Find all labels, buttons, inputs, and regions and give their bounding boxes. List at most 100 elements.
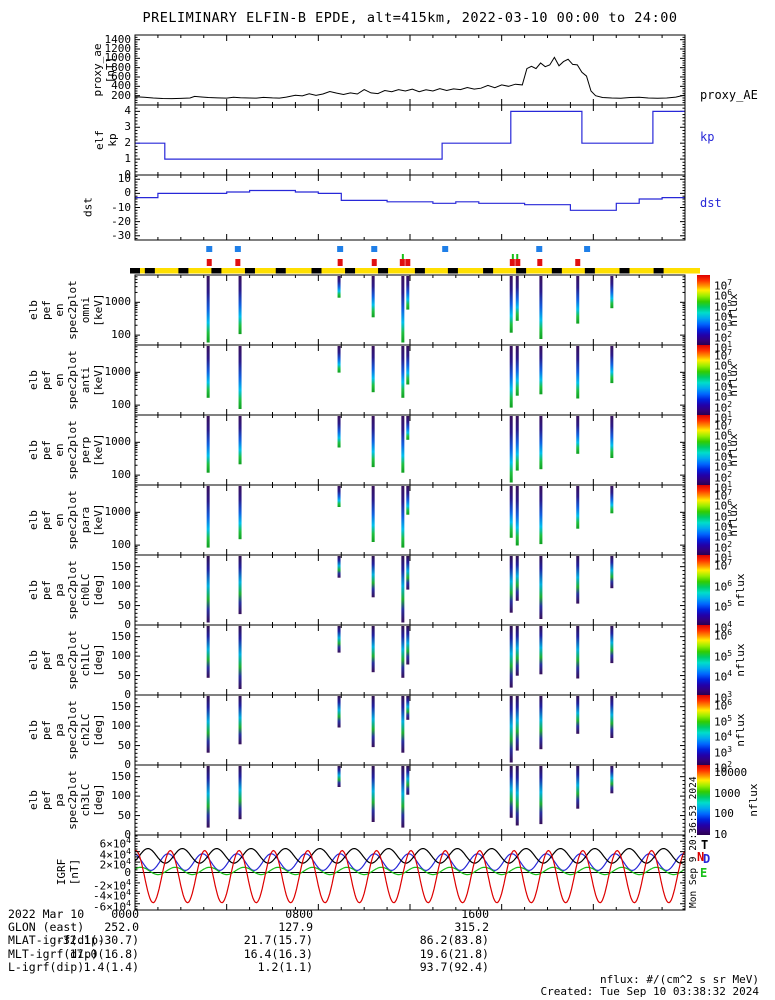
colorbar-tick-label: 102 (714, 760, 733, 775)
footer-value-mlt-2: 19.6(21.8) (419, 946, 489, 961)
igrf-legend-D: D (703, 852, 711, 866)
colorbar-tick-label: 101 (714, 410, 733, 425)
footer-label-glon: GLON (east) (8, 920, 85, 935)
colorbar-tick-label: 106 (714, 628, 733, 643)
colorbar-tick-label: 107 (714, 558, 733, 573)
footer-value-mlat-1: 21.7(15.7) (243, 933, 313, 948)
footer-value-date-0: 0000 (111, 907, 139, 921)
credits-block: nflux: #/(cm^2 s sr MeV) Created: Tue Se… (540, 974, 759, 997)
colorbar-tick-label: 105 (714, 599, 733, 614)
spectro-tick-label: 50 (117, 598, 131, 612)
dst-tick-label: 10 (117, 172, 131, 186)
colorbar-unit-label: nflux (734, 573, 747, 606)
spectro-tick-label: 150 (111, 559, 131, 573)
colorbar-unit-label: nflux (727, 293, 740, 326)
spectro-tick-label: 150 (111, 629, 131, 643)
footer-label-mlat: MLAT-igrf(dip) (8, 933, 105, 948)
spectro-tick-label: 100 (111, 719, 131, 733)
colorbar-tick-label: 104 (714, 519, 733, 534)
footer-value-date-2: 1600 (461, 907, 489, 921)
igrf-tick-label: -4×104 (93, 888, 131, 903)
proxy-ae-tick-label: 1400 (104, 32, 132, 46)
colorbar-tick-label: 107 (714, 418, 733, 433)
spectro-panel-ch2LC (134, 694, 686, 766)
colorbar-tick-label: 10 (714, 828, 728, 841)
spectro-tick-label: 0 (124, 828, 131, 841)
event-markers (206, 246, 591, 266)
footer-label-mlt: MLT-igrf(dip) (8, 946, 99, 961)
footer-value-mlt-1: 16.4(16.3) (243, 946, 313, 961)
colorbar-tick-label: 102 (714, 469, 733, 485)
colorbar-tick-label: 1000 (714, 786, 741, 800)
spectro-tick-label: 0 (124, 688, 131, 701)
colorbar-tick-label: 100 (714, 807, 734, 821)
proxy-ae-tick-label: 400 (111, 79, 131, 93)
footer-value-mlat-0: -32.1(-30.7) (55, 933, 139, 948)
dst-tick-label: -30 (111, 228, 131, 242)
colorbar-tick-label: 104 (714, 669, 733, 684)
footer-value-glon-0: 252.0 (104, 920, 139, 935)
spectro-tick-label: 1000 (104, 505, 132, 519)
igrf-tick-label: -2×104 (93, 877, 131, 893)
spectro-tick-label: 150 (111, 769, 131, 783)
spectro-tick-label: 1000 (104, 295, 132, 309)
footer-value-l-1: 1.2(1.1) (257, 959, 313, 974)
spectro-panel-ch3LC (134, 764, 686, 836)
kp-tick-label: 3 (124, 120, 131, 134)
igrf-legend-E: E (700, 866, 708, 880)
footer-value-l-2: 93.7(92.4) (419, 959, 489, 974)
colorbar-unit-label: nflux (734, 713, 747, 746)
spectro-tick-label: 100 (111, 398, 131, 412)
footer-label-l: L-igrf(dip) (8, 959, 85, 974)
colorbar-unit-label: nflux (734, 643, 747, 676)
colorbar-tick-label: 107 (714, 278, 733, 293)
spectro-tick-label: 50 (117, 808, 131, 822)
dst-tick-label: -20 (111, 214, 131, 228)
igrf-legend-T: T (701, 838, 709, 852)
colorbar-tick-label: 104 (714, 379, 733, 394)
spectro-tick-label: 50 (117, 668, 131, 682)
colorbar-tick-label: 101 (714, 340, 733, 355)
spectro-tick-label: 150 (111, 699, 131, 713)
orbit-bar (130, 268, 700, 274)
igrf-tick-label: 0 (124, 865, 131, 879)
spectro-panel-ch1LC (134, 624, 686, 696)
colorbar-unit-label: nflux (727, 433, 740, 466)
igrf-tick-label: -6×104 (93, 898, 131, 914)
colorbar-tick-label: 10000 (714, 766, 748, 779)
igrf-tick-label: 6×104 (99, 836, 131, 851)
colorbar-tick-label: 106 (714, 288, 733, 303)
dst-tick-label: -10 (111, 200, 131, 214)
spectro-tick-label: 100 (111, 789, 131, 803)
colorbar-tick-label: 102 (714, 399, 733, 415)
colorbar-tick-label: 107 (714, 348, 733, 363)
nflux-colorbar: nflux nflux nflux nflux nflux nflux nflux nflux (697, 275, 760, 835)
right-label-proxy_ae: proxy_AE (700, 88, 758, 102)
spectro-panel-anti (134, 344, 686, 416)
proxy-ae-tick-label: 600 (111, 70, 131, 83)
kp-tick-label: 4 (124, 104, 131, 118)
colorbar-tick-label: 103 (714, 389, 733, 404)
proxy-ae-tick-label: 800 (111, 60, 131, 74)
footer-value-mlt-0: 17.0(16.8) (69, 946, 139, 961)
kp-tick-label: 2 (124, 136, 131, 150)
colorbar-tick-label: 105 (714, 298, 733, 314)
colorbar-tick-label: 105 (714, 648, 733, 664)
spectro-panel-ch0LC (134, 554, 686, 626)
colorbar-tick-label: 104 (714, 449, 733, 464)
colorbar-tick-label: 107 (714, 488, 733, 503)
footer-label-date: 2022 Mar 10 (8, 907, 85, 921)
footer-value-l-0: 1.4(1.4) (83, 959, 139, 974)
colorbar-tick-label: 104 (714, 620, 733, 635)
spectro-tick-label: 100 (111, 468, 131, 482)
dst-tick-label: 0 (124, 186, 131, 200)
plot-title: PRELIMINARY ELFIN-B EPDE, alt=415km, 202… (142, 10, 678, 26)
colorbar-tick-label: 103 (714, 744, 733, 760)
colorbar-tick-label: 104 (714, 729, 733, 744)
colorbar-unit-label: nflux (727, 363, 740, 396)
igrf-legend-N: N (697, 850, 705, 864)
colorbar-tick-label: 103 (714, 529, 733, 544)
colorbar-tick-label: 102 (714, 539, 733, 555)
